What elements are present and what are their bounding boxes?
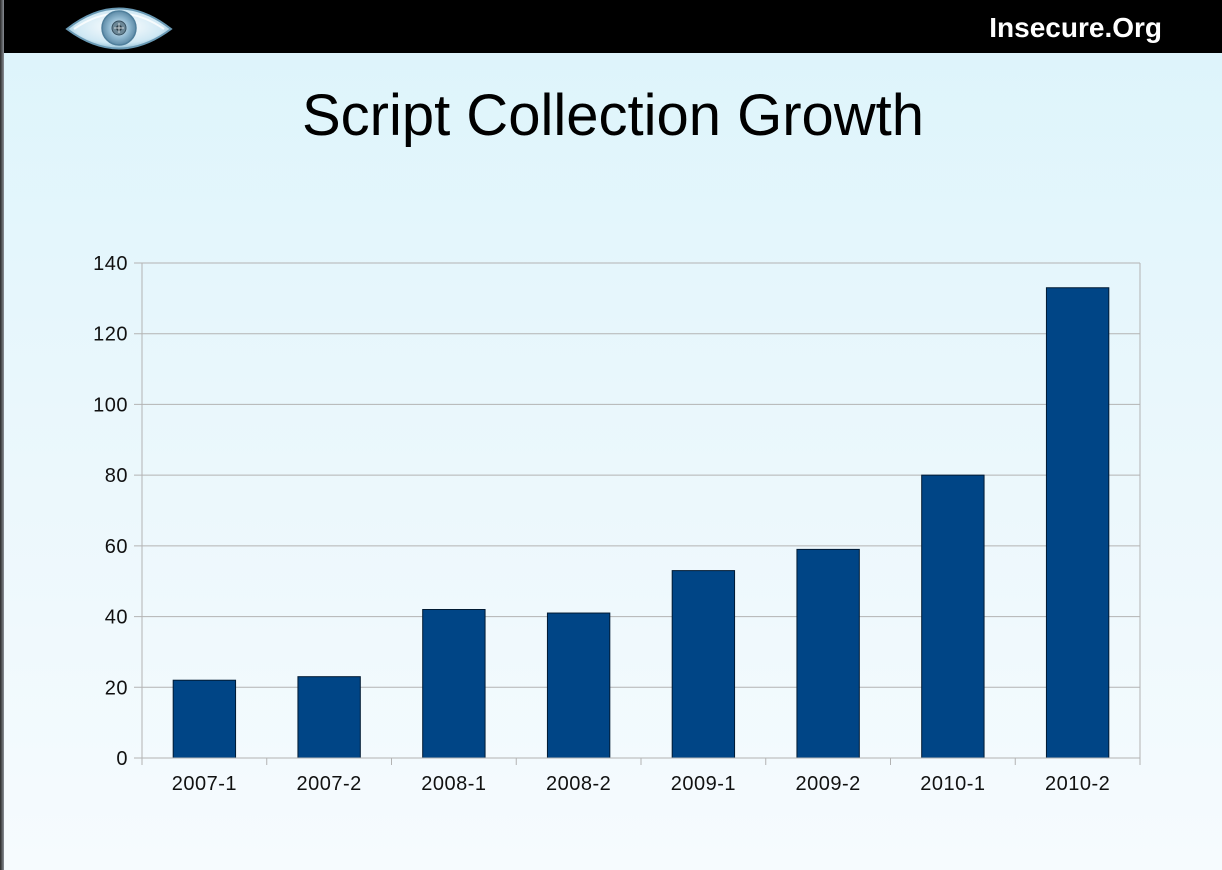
x-tick-label: 2010-2	[1045, 773, 1110, 795]
brand-name: Insecure.Org	[989, 12, 1162, 43]
x-tick-label: 2008-1	[421, 773, 486, 795]
x-tick-label: 2007-2	[296, 773, 361, 795]
y-tick-label: 80	[105, 465, 128, 487]
bar-2009-2	[796, 548, 860, 759]
eye-logo-icon	[65, 7, 173, 50]
x-tick-label: 2009-1	[671, 773, 736, 795]
bars	[172, 287, 1110, 759]
x-tick-label: 2010-1	[920, 773, 985, 795]
y-tick-label: 100	[93, 394, 128, 416]
grid-lines	[134, 262, 1140, 759]
y-tick-label: 40	[105, 607, 128, 629]
x-tick-label: 2007-1	[172, 773, 237, 795]
y-tick-label: 0	[116, 748, 128, 770]
bar-2009-1	[671, 570, 736, 759]
tick-labels: 0 20 40 60 80 100 120 140 2007-1 2007-2 2008-1 2008…	[93, 253, 1110, 795]
window-edge	[0, 0, 4, 870]
bar-2008-2	[546, 612, 611, 759]
bar-2007-2	[297, 676, 361, 759]
slide-title: Script Collection Growth	[301, 83, 925, 148]
bar-2010-2	[1045, 287, 1110, 759]
y-tick-label: 20	[105, 677, 128, 699]
y-tick-label: 120	[93, 324, 128, 346]
bar-2008-1	[422, 609, 486, 759]
bar-2010-1	[921, 474, 985, 759]
y-tick-label: 60	[105, 536, 128, 558]
bar-2007-1	[172, 679, 237, 759]
axes	[141, 263, 1141, 765]
x-tick-label: 2008-2	[546, 773, 611, 795]
top-bar: Insecure.Org	[4, 0, 1222, 53]
y-tick-label: 140	[93, 253, 128, 275]
x-tick-label: 2009-2	[795, 773, 860, 795]
